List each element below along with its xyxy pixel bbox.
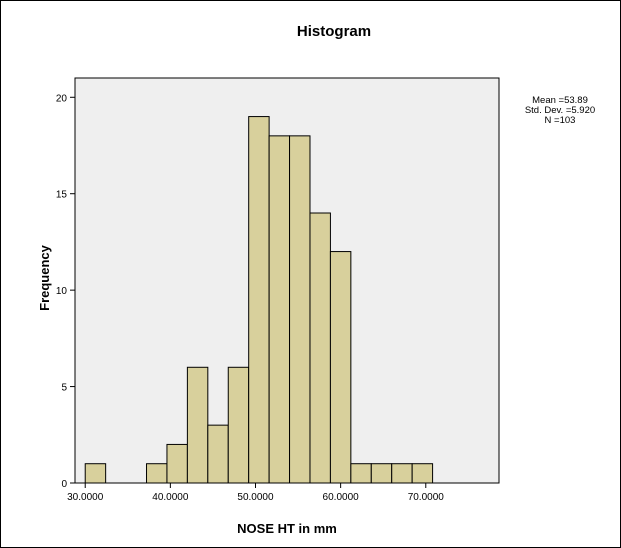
histogram-bar	[268, 135, 291, 484]
histogram-bar	[248, 116, 270, 484]
x-tick-label: 30.0000	[67, 492, 104, 503]
summary-statistics: Mean =53.89 Std. Dev. =5.920 N =103	[505, 96, 615, 126]
y-tick-label: 10	[56, 286, 68, 297]
stat-std-dev: Std. Dev. =5.920	[524, 105, 596, 116]
histogram-bar	[370, 463, 393, 484]
histogram-bar	[391, 463, 413, 484]
histogram-bar	[329, 251, 352, 484]
x-tick-label: 70.0000	[408, 492, 445, 503]
histogram-bar	[84, 463, 107, 484]
histogram-bar	[411, 463, 434, 484]
stat-n: N =103	[544, 115, 576, 126]
x-tick-label: 40.0000	[152, 492, 189, 503]
histogram-bar	[350, 463, 372, 484]
x-axis-label: NOSE HT in mm	[237, 521, 337, 536]
histogram-bar	[166, 443, 188, 484]
histogram-bar	[146, 463, 168, 484]
chart-title: Histogram	[297, 23, 371, 40]
y-tick-label: 15	[56, 190, 68, 201]
stat-mean: Mean =53.89	[532, 95, 588, 106]
x-tick-label: 60.0000	[323, 492, 360, 503]
y-tick-label: 20	[56, 93, 68, 104]
y-tick-label: 5	[61, 383, 67, 394]
histogram-bar	[309, 212, 331, 484]
histogram-bar	[186, 366, 209, 484]
axes: 30.0000 40.0000 50.0000 60.0000 70.0000 0 5 10 1…	[56, 78, 499, 503]
y-axis-label: Frequency	[37, 244, 52, 311]
x-tick-label: 50.0000	[237, 492, 274, 503]
y-tick-label: 0	[61, 479, 67, 490]
histogram-bar	[207, 424, 229, 484]
histogram-bar	[227, 366, 250, 484]
bars-layer	[84, 116, 434, 484]
histogram-bar	[289, 135, 311, 484]
